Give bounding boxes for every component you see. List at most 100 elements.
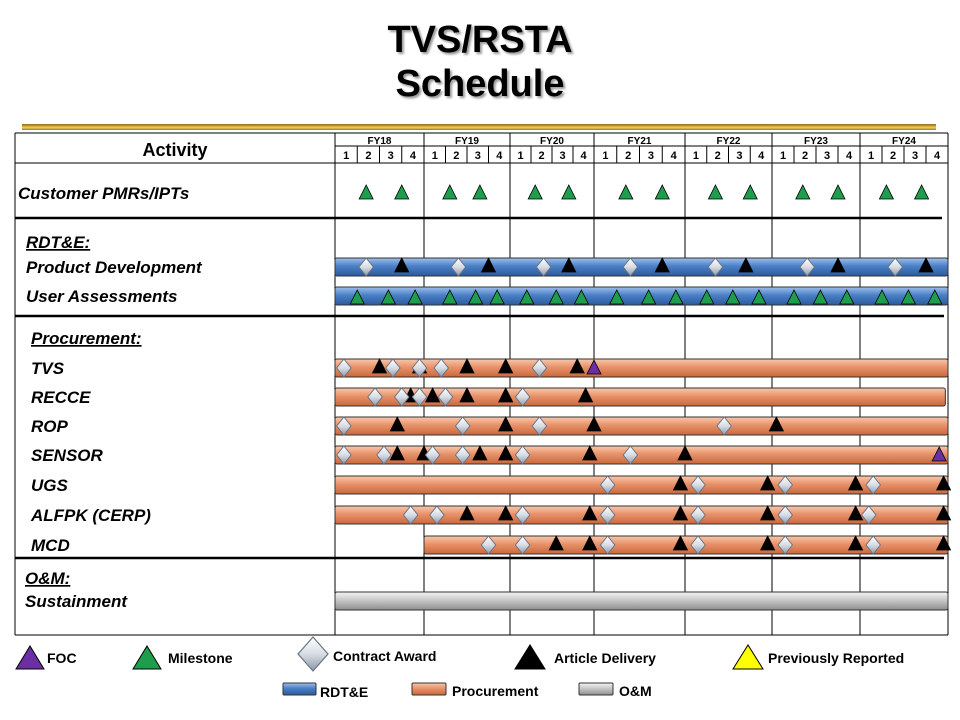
quarter-label: 4 <box>671 150 678 162</box>
row-label: Customer PMRs/IPTs <box>18 184 189 203</box>
quarter-label: 3 <box>824 150 830 162</box>
contract-award-marker <box>599 475 616 495</box>
contract-award-marker <box>531 416 548 436</box>
milestone-marker <box>380 289 397 305</box>
contract-award-marker <box>799 257 816 277</box>
foc-marker <box>931 446 947 462</box>
contract-award-marker <box>454 416 471 436</box>
contract-award-marker <box>411 358 428 378</box>
legend-label-milestone: Milestone <box>168 650 233 666</box>
delivery-marker <box>830 257 846 273</box>
contract-award-marker <box>690 535 706 555</box>
delivery-marker <box>935 475 952 491</box>
contract-award-marker <box>376 445 392 465</box>
delivery-marker <box>847 505 864 521</box>
row-label: ROP <box>31 417 69 436</box>
delivery-marker <box>586 416 602 432</box>
quarter-label: 2 <box>890 150 896 162</box>
delivery-marker <box>672 475 689 491</box>
milestone-marker <box>609 289 625 305</box>
milestone-marker <box>874 289 890 305</box>
legend-label-om: O&M <box>619 683 652 699</box>
legend-milestone-icon <box>132 645 162 670</box>
delivery-marker <box>561 257 577 273</box>
contract-award-marker <box>622 445 639 465</box>
row-label: ALFPK (CERP) <box>30 506 151 525</box>
milestone-marker <box>839 289 855 305</box>
delivery-marker <box>935 505 952 521</box>
bar-procurement <box>334 416 949 436</box>
bar-procurement <box>334 445 949 465</box>
delivery-marker <box>389 416 405 432</box>
delivery-marker <box>738 257 754 273</box>
milestone-marker <box>467 289 484 305</box>
contract-award-marker <box>358 257 374 277</box>
title-line-2: Schedule <box>395 63 565 105</box>
quarter-label: 2 <box>802 150 808 162</box>
fy-label: FY18 <box>368 136 392 147</box>
contract-award-marker <box>777 535 794 555</box>
quarter-label: 3 <box>559 150 565 162</box>
milestone-marker <box>786 289 802 305</box>
contract-award-marker <box>716 416 732 436</box>
milestone-marker <box>573 289 590 305</box>
bar-procurement <box>334 387 946 407</box>
delivery-marker <box>672 505 689 521</box>
legend-label-previously-reported: Previously Reported <box>768 650 905 666</box>
quarter-label: 2 <box>538 150 544 162</box>
title-underline <box>22 124 936 130</box>
milestone-marker <box>751 289 767 305</box>
quarter-label: 1 <box>517 150 523 162</box>
contract-award-marker <box>865 475 882 495</box>
contract-award-marker <box>777 475 794 495</box>
contract-award-marker <box>514 387 531 407</box>
legend-procurement-swatch <box>411 682 447 696</box>
legend-contract-award-icon <box>297 636 329 672</box>
quarter-label: 1 <box>602 150 608 162</box>
milestone-marker <box>725 289 741 305</box>
delivery-marker <box>768 416 785 432</box>
legend-foc-icon <box>15 645 45 670</box>
contract-award-marker <box>707 257 724 277</box>
milestone-marker <box>830 184 846 200</box>
row-label: MCD <box>31 536 70 555</box>
legend-previously-reported-icon <box>732 644 764 670</box>
milestone-marker <box>654 184 670 200</box>
milestone-marker <box>349 289 365 305</box>
legend-rdte-swatch <box>282 682 317 696</box>
section-header: Procurement: <box>31 329 142 348</box>
milestone-marker <box>489 289 505 305</box>
contract-award-marker <box>336 358 352 378</box>
milestone-marker <box>442 184 458 200</box>
contract-award-marker <box>480 535 497 555</box>
fy-label: FY21 <box>628 136 652 147</box>
delivery-marker <box>672 535 689 551</box>
delivery-marker <box>394 257 410 273</box>
milestone-marker <box>548 289 564 305</box>
quarter-label: 4 <box>496 150 503 162</box>
contract-award-marker <box>402 505 419 525</box>
delivery-marker <box>760 475 776 491</box>
quarter-label: 2 <box>715 150 721 162</box>
milestone-marker <box>618 184 634 200</box>
contract-award-marker <box>860 505 877 525</box>
row-label: User Assessments <box>26 287 178 306</box>
delivery-marker <box>847 475 864 491</box>
milestone-marker <box>742 184 758 200</box>
contract-award-marker <box>411 387 428 407</box>
milestone-marker <box>812 289 829 305</box>
milestone-marker <box>561 184 577 200</box>
delivery-marker <box>918 257 934 273</box>
delivery-marker <box>498 416 514 432</box>
delivery-marker <box>548 535 564 551</box>
delivery-marker <box>371 358 388 374</box>
milestone-marker <box>668 289 684 305</box>
legend-article-delivery-icon <box>514 644 546 670</box>
delivery-marker <box>654 257 670 273</box>
delivery-marker <box>459 387 475 403</box>
legend-label-article-delivery: Article Delivery <box>554 650 656 666</box>
contract-award-marker <box>777 505 794 525</box>
legend-label-rdte: RDT&E <box>320 684 369 700</box>
